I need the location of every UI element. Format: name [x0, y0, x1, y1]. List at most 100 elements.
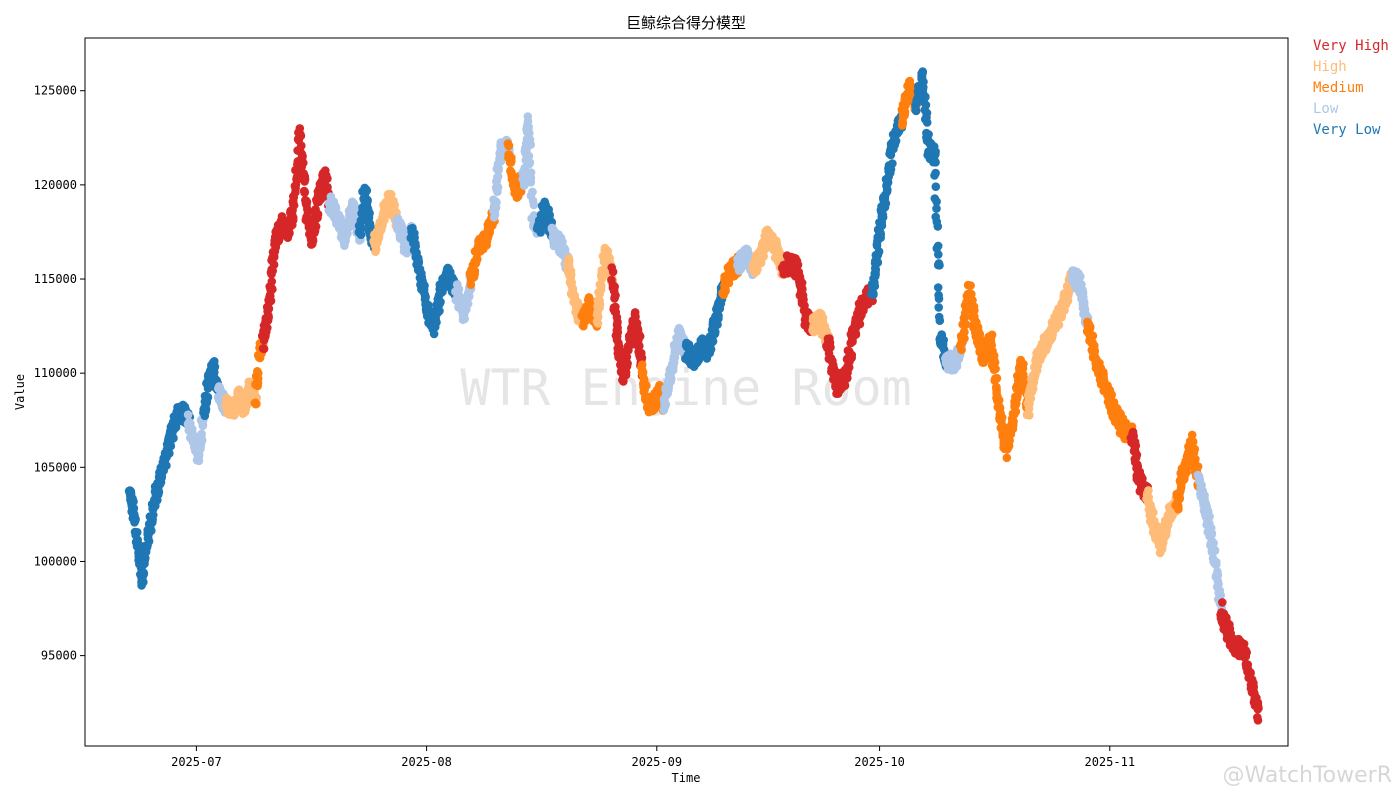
- credit-watermark: @WatchTowerR: [1222, 763, 1392, 788]
- data-point: [1026, 394, 1036, 403]
- data-point: [930, 171, 939, 180]
- legend-entry: Medium: [1313, 80, 1364, 96]
- data-point: [922, 118, 932, 127]
- data-point: [900, 109, 909, 119]
- x-axis-label: Time: [672, 771, 701, 785]
- data-point: [986, 334, 996, 344]
- data-point: [523, 120, 532, 130]
- data-point: [313, 210, 323, 219]
- data-point: [1132, 450, 1142, 460]
- data-point: [1133, 460, 1142, 469]
- data-point: [1054, 320, 1064, 330]
- data-point: [519, 177, 529, 187]
- data-point: [1210, 546, 1220, 555]
- data-point: [297, 155, 307, 165]
- data-point: [311, 222, 321, 231]
- x-tick-label: 2025-07: [171, 755, 222, 769]
- data-point: [1212, 572, 1222, 581]
- data-point: [251, 392, 260, 402]
- y-tick-label: 110000: [34, 366, 77, 380]
- data-point: [301, 199, 311, 208]
- data-point: [525, 159, 534, 169]
- data-point: [891, 136, 901, 146]
- data-point: [490, 197, 500, 207]
- data-point: [622, 362, 632, 371]
- data-point: [931, 147, 940, 156]
- data-point: [196, 444, 205, 454]
- data-point: [194, 453, 204, 462]
- data-point: [989, 365, 999, 375]
- data-point: [933, 283, 943, 292]
- data-point: [934, 303, 943, 312]
- data-point: [507, 153, 516, 162]
- data-point: [526, 174, 536, 184]
- data-point: [296, 131, 306, 141]
- data-point: [921, 92, 930, 102]
- data-point: [525, 128, 534, 138]
- data-point: [567, 278, 576, 287]
- y-tick-label: 120000: [34, 178, 77, 192]
- data-point: [932, 217, 942, 227]
- data-point: [1011, 398, 1021, 408]
- data-point: [1079, 299, 1089, 309]
- data-point: [466, 280, 476, 290]
- data-point: [492, 184, 502, 193]
- data-point: [526, 140, 535, 149]
- y-tick-label: 95000: [41, 649, 77, 663]
- data-point: [470, 266, 480, 276]
- y-axis-label: Value: [13, 374, 27, 410]
- data-point: [961, 320, 971, 329]
- data-point: [992, 373, 1002, 383]
- x-tick-label: 2025-11: [1084, 755, 1135, 769]
- data-point: [610, 307, 620, 317]
- data-point: [341, 232, 351, 241]
- data-point: [504, 141, 513, 151]
- legend-entry: High: [1313, 59, 1347, 75]
- legend-entry: Low: [1313, 101, 1339, 117]
- data-point: [253, 369, 263, 378]
- data-point: [357, 216, 367, 226]
- data-point: [1002, 453, 1012, 463]
- data-point: [130, 516, 140, 525]
- data-point: [630, 308, 640, 317]
- data-point: [473, 254, 482, 264]
- x-tick-label: 2025-10: [854, 755, 905, 769]
- data-point: [524, 151, 534, 161]
- data-point: [250, 398, 260, 408]
- data-point: [357, 224, 366, 233]
- data-point: [934, 259, 944, 268]
- data-point: [934, 294, 944, 304]
- data-point: [436, 297, 445, 307]
- data-point: [299, 186, 309, 196]
- data-point: [183, 410, 193, 420]
- x-axis: 2025-07 2025-08 2025-09 2025-10 2025-11: [171, 746, 1135, 769]
- data-point: [138, 568, 148, 578]
- data-point: [267, 277, 277, 286]
- data-point: [911, 106, 921, 115]
- data-point: [268, 285, 277, 294]
- data-point: [429, 329, 439, 339]
- data-point: [1218, 598, 1227, 607]
- data-point: [323, 174, 332, 183]
- data-point: [638, 366, 647, 376]
- data-point: [874, 247, 884, 256]
- data-point: [528, 187, 537, 197]
- data-point: [1005, 436, 1014, 445]
- data-point: [264, 304, 274, 314]
- data-point: [664, 386, 673, 395]
- data-point: [197, 430, 206, 439]
- data-point: [1253, 701, 1263, 711]
- data-point: [931, 158, 940, 167]
- data-point: [203, 392, 213, 402]
- data-point: [411, 241, 421, 251]
- data-point: [268, 266, 278, 276]
- data-point: [419, 280, 428, 290]
- data-point: [264, 313, 274, 322]
- data-point: [291, 188, 300, 197]
- data-point: [444, 264, 453, 273]
- data-point: [876, 228, 885, 237]
- data-point: [1207, 529, 1217, 538]
- data-point: [1190, 444, 1200, 454]
- data-point: [634, 332, 644, 341]
